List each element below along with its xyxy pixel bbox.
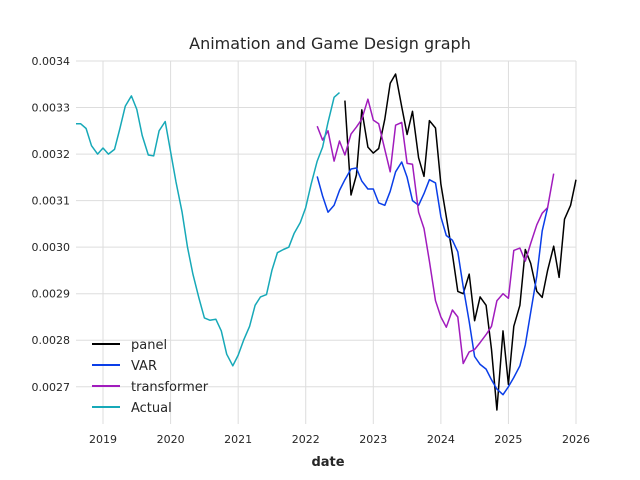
x-tick-label: 2025: [494, 433, 522, 446]
y-tick-label: 0.0027: [32, 381, 71, 394]
y-tick-label: 0.0029: [32, 288, 71, 301]
x-axis-label: date: [311, 455, 344, 470]
x-tick-label: 2022: [292, 433, 320, 446]
x-tick-label: 2020: [157, 433, 185, 446]
x-tick-label: 2023: [359, 433, 387, 446]
y-tick-label: 0.0028: [32, 334, 71, 347]
grid-lines: [76, 60, 577, 424]
legend-label: panel: [131, 338, 167, 353]
series-lines: [76, 73, 577, 411]
legend: panel VAR transformer Actual: [92, 338, 209, 416]
series-line-var: [316, 161, 549, 396]
legend-label: transformer: [131, 380, 209, 395]
y-axis-ticks: 0.0027 0.0028 0.0029 0.0030 0.0031 0.0032 0.00…: [32, 55, 71, 394]
x-tick-label: 2021: [224, 433, 252, 446]
x-tick-label: 2026: [562, 433, 590, 446]
series-line-transformer: [316, 98, 555, 365]
chart-title: Animation and Game Design graph: [189, 34, 471, 53]
y-tick-label: 0.0032: [32, 148, 71, 161]
legend-label: Actual: [131, 401, 172, 416]
x-tick-label: 2024: [427, 433, 455, 446]
y-tick-label: 0.0034: [32, 55, 71, 68]
series-line-actual: [76, 92, 340, 367]
y-tick-label: 0.0031: [32, 195, 71, 208]
y-tick-label: 0.0033: [32, 102, 71, 115]
x-axis-ticks: 2019 2020 2021 2022 2023 2024 2025 2026: [89, 433, 590, 446]
x-tick-label: 2019: [89, 433, 117, 446]
legend-label: VAR: [131, 359, 157, 374]
series-line-panel: [344, 73, 577, 411]
y-tick-label: 0.0030: [32, 241, 71, 254]
